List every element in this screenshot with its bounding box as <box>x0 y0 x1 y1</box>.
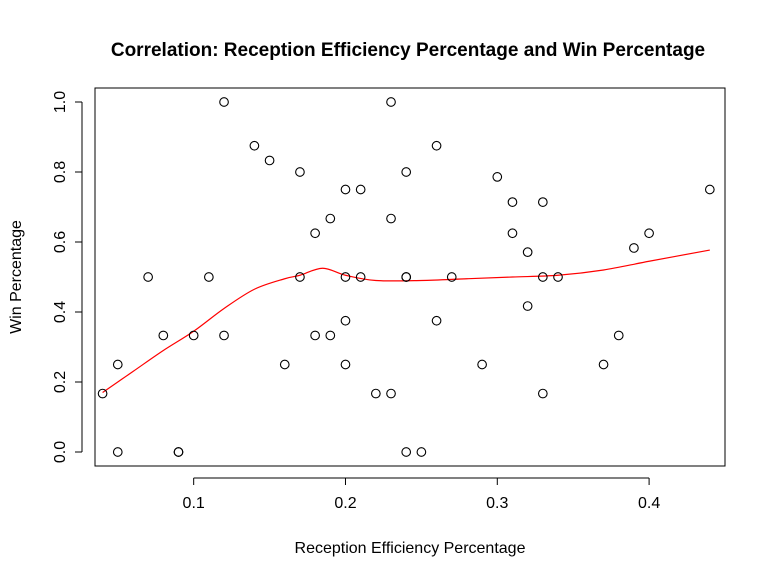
data-point <box>249 140 260 151</box>
data-point <box>112 447 123 457</box>
data-point <box>188 330 199 341</box>
data-point <box>310 330 320 341</box>
data-point <box>704 184 715 195</box>
data-point <box>340 272 351 282</box>
plot-frame <box>94 87 726 467</box>
data-point <box>446 272 457 282</box>
x-tick-label: 0.2 <box>334 495 356 512</box>
data-point <box>173 447 184 457</box>
data-point <box>97 388 108 399</box>
data-point <box>310 228 320 239</box>
smoother-layer <box>102 249 710 393</box>
data-point <box>537 388 548 399</box>
data-point <box>644 228 654 239</box>
data-point <box>401 167 412 177</box>
data-point <box>629 243 639 253</box>
data-point <box>355 272 366 282</box>
data-point <box>158 330 169 341</box>
x-tick-label: 0.1 <box>183 495 205 512</box>
points-layer <box>97 97 715 457</box>
x-axis: 0.1 0.2 0.3 0.4 <box>183 477 660 512</box>
data-point <box>431 315 442 326</box>
x-tick-label: 0.3 <box>486 495 508 512</box>
smoother-line <box>102 249 710 393</box>
data-point <box>431 140 442 151</box>
data-point <box>553 272 563 282</box>
data-point <box>386 213 396 224</box>
data-point <box>386 388 396 399</box>
y-tick-label: 0.4 <box>52 301 69 323</box>
y-tick-label: 1.0 <box>52 91 69 113</box>
data-point <box>401 447 412 457</box>
data-point <box>204 272 214 282</box>
data-point <box>598 359 609 370</box>
data-point <box>613 330 624 341</box>
data-point <box>355 184 366 195</box>
y-axis-label: Win Percentage <box>8 220 25 334</box>
data-point <box>340 359 351 370</box>
data-point <box>325 213 336 224</box>
data-point <box>386 97 396 107</box>
data-point <box>537 272 548 282</box>
data-point <box>401 272 412 282</box>
data-point <box>492 172 503 182</box>
data-point <box>507 228 518 239</box>
data-point <box>295 167 305 177</box>
data-point <box>522 247 533 257</box>
data-point <box>219 330 229 341</box>
data-point <box>295 272 305 282</box>
data-point <box>264 155 275 166</box>
y-tick-label: 0.0 <box>52 441 69 463</box>
y-tick-label: 0.8 <box>52 161 69 183</box>
data-point <box>477 359 487 370</box>
y-axis: 0.0 0.2 0.4 0.6 0.8 1.0 <box>52 91 83 463</box>
data-point <box>416 447 427 457</box>
y-tick-label: 0.6 <box>52 231 69 253</box>
data-point <box>370 388 381 399</box>
data-point <box>537 197 548 207</box>
data-point <box>219 97 229 107</box>
data-point <box>340 315 351 326</box>
data-point <box>112 359 123 370</box>
data-point <box>279 359 290 370</box>
data-point <box>522 301 533 311</box>
chart-title: Correlation: Reception Efficiency Percen… <box>111 40 705 61</box>
data-point <box>325 330 336 341</box>
data-point <box>507 197 518 207</box>
data-point <box>340 184 351 195</box>
data-point <box>143 272 153 282</box>
x-axis-label: Reception Efficiency Percentage <box>295 540 526 557</box>
y-tick-label: 0.2 <box>52 371 69 393</box>
x-tick-label: 0.4 <box>638 495 660 512</box>
